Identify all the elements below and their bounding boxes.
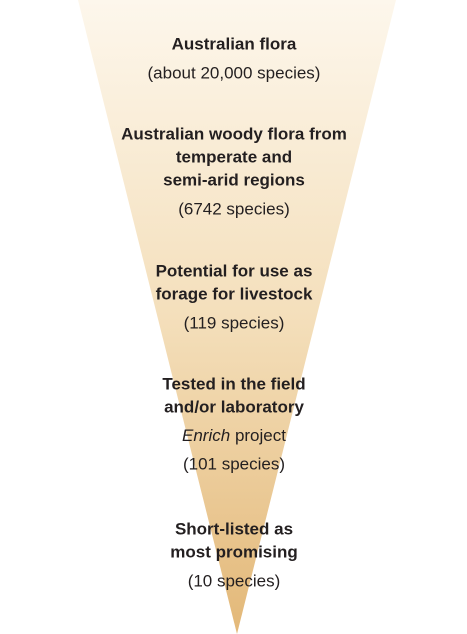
level-title: and/or laboratory (164, 397, 304, 416)
note-text: project (235, 426, 286, 445)
level-title: Potential for use as (156, 261, 313, 280)
funnel (78, 0, 396, 634)
level-detail: (6742 species) (178, 199, 290, 218)
level-title: semi-arid regions (163, 170, 305, 189)
level-title: Tested in the field (162, 374, 305, 393)
level-note: Enrich project (182, 426, 286, 445)
level-title: Australian woody flora from (121, 124, 347, 143)
level-detail: (10 species) (188, 571, 281, 590)
level-detail: (101 species) (183, 454, 285, 473)
level-title: Short-listed as (175, 519, 293, 538)
level-title: most promising (170, 542, 298, 561)
level-detail: (about 20,000 species) (148, 63, 321, 82)
labels: Australian flora (about 20,000 species) Au… (121, 34, 347, 590)
level-title: Australian flora (172, 34, 297, 53)
level-title: forage for livestock (156, 284, 313, 303)
note-emphasis: Enrich (182, 426, 230, 445)
level-title: temperate and (176, 147, 292, 166)
level-detail: (119 species) (184, 313, 285, 332)
